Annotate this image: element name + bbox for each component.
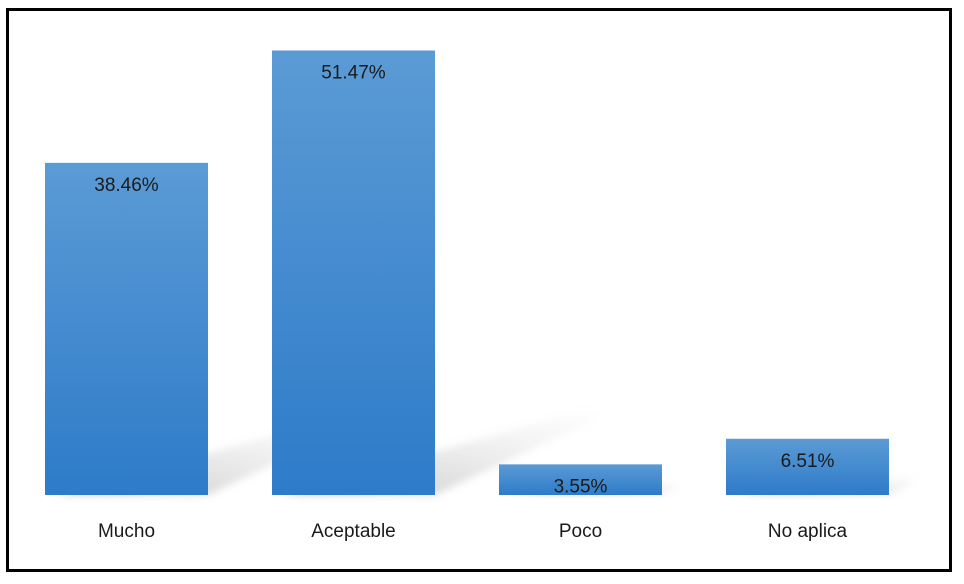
category-label-aceptable: Aceptable xyxy=(311,521,396,542)
bars xyxy=(45,50,889,496)
data-labels: 38.46% 51.47% 3.55% 6.51% xyxy=(94,62,834,497)
category-label-no-aplica: No aplica xyxy=(768,521,848,542)
bar-aceptable xyxy=(272,50,435,496)
bar-poco xyxy=(499,464,662,495)
data-label-poco: 3.55% xyxy=(554,476,608,497)
data-label-aceptable: 51.47% xyxy=(321,62,386,83)
data-label-no-aplica: 6.51% xyxy=(781,451,835,472)
bar-no-aplica xyxy=(726,438,889,495)
category-label-poco: Poco xyxy=(559,521,602,542)
chart-frame: 38.46% 51.47% 3.55% 6.51% Mucho Aceptable Poc… xyxy=(6,8,952,572)
bar-mucho xyxy=(45,162,208,495)
data-label-mucho: 38.46% xyxy=(94,175,159,196)
category-labels: Mucho Aceptable Poco No aplica xyxy=(98,521,848,542)
bar-chart: 38.46% 51.47% 3.55% 6.51% Mucho Aceptable Poc… xyxy=(45,50,916,542)
category-label-mucho: Mucho xyxy=(98,521,155,542)
